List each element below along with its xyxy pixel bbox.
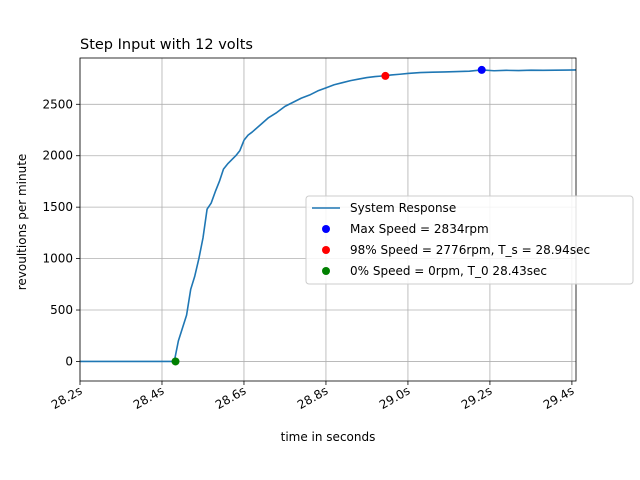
data-point-1 [477, 65, 486, 74]
x-tick-label: 28.2s [49, 383, 85, 412]
y-tick-label: 2500 [42, 97, 73, 111]
y-axis-label: revoultions per minute [15, 154, 29, 291]
legend: System Response Max Speed = 2834rpm 98% Sp… [305, 195, 634, 285]
plot-area [80, 65, 577, 366]
legend-marker [322, 267, 330, 275]
x-tick-label: 29.0s [377, 383, 413, 412]
x-axis-label: time in seconds [281, 430, 376, 444]
legend-label: System Response [350, 201, 456, 215]
legend-marker [322, 225, 330, 233]
legend-box [305, 195, 634, 285]
legend-label: 98% Speed = 2776rpm, T_s = 28.94sec [350, 243, 590, 257]
x-tick-label: 28.6s [213, 383, 249, 412]
y-tick-label: 1000 [42, 252, 73, 266]
data-point-2 [381, 71, 390, 80]
y-tick-label: 0 [65, 354, 73, 368]
x-tick-label: 29.4s [541, 383, 577, 412]
x-tick-label: 28.4s [131, 383, 167, 412]
data-point-3 [171, 357, 180, 366]
legend-label: Max Speed = 2834rpm [350, 222, 489, 236]
chart-title: Step Input with 12 volts [80, 37, 253, 53]
legend-label: 0% Speed = 0rpm, T_0 28.43sec [350, 264, 547, 278]
y-tick-label: 1500 [42, 200, 73, 214]
legend-marker [322, 246, 330, 254]
y-tick-label: 2000 [42, 149, 73, 163]
y-axis: 0 500 1000 1500 2000 2500 [42, 97, 80, 368]
x-tick-label: 28.8s [295, 383, 331, 412]
series-line [80, 69, 577, 363]
x-tick-label: 29.2s [459, 383, 495, 412]
y-tick-label: 500 [50, 303, 73, 317]
x-axis: 28.2s 28.4s 28.6s 28.8s 29.0s 29.2s 29.4s [49, 381, 576, 412]
